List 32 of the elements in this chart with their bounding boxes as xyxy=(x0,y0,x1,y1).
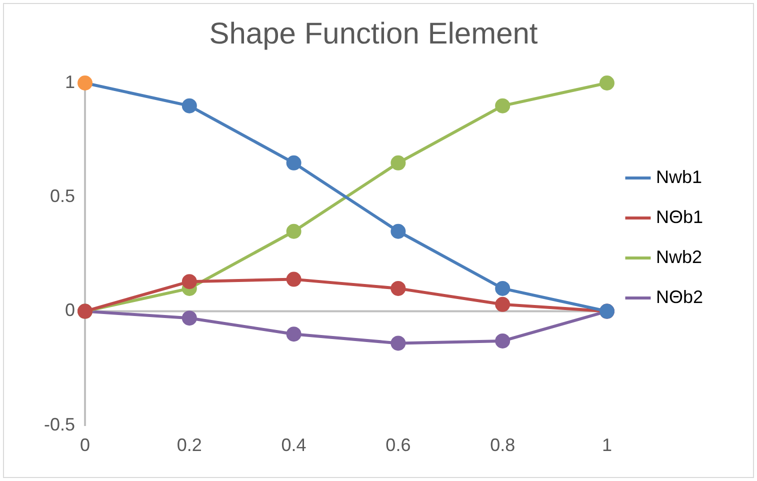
x-tick-label: 0.2 xyxy=(176,435,202,456)
point xyxy=(182,274,197,290)
y-tick-label: 1 xyxy=(65,72,76,92)
y-tick-label: -0.5 xyxy=(44,414,76,434)
point xyxy=(495,333,510,348)
point xyxy=(599,76,614,90)
x-tick-label: 0.6 xyxy=(386,435,411,456)
point xyxy=(182,310,197,326)
y-tick-label: 0.5 xyxy=(50,186,76,206)
legend-label: Nwb2 xyxy=(656,246,702,267)
legend-label: NΘb2 xyxy=(656,286,704,307)
point xyxy=(390,224,406,239)
point xyxy=(390,155,406,170)
point xyxy=(495,296,510,312)
point xyxy=(286,272,302,287)
x-tick-label: 0.4 xyxy=(281,435,306,456)
point xyxy=(495,280,510,296)
point xyxy=(182,98,197,114)
point xyxy=(390,336,406,351)
point xyxy=(286,155,302,170)
y-tick-label: 0 xyxy=(65,300,76,320)
legend-label: NΘb1 xyxy=(656,206,704,227)
x-tick-label: 0.8 xyxy=(490,435,516,456)
point xyxy=(286,224,302,239)
legend-label: Nwb1 xyxy=(656,166,702,187)
point xyxy=(286,326,302,342)
point xyxy=(78,76,93,90)
chart-title: Shape Function Element xyxy=(209,17,538,50)
point xyxy=(390,280,406,296)
x-tick-label: 1 xyxy=(602,435,612,456)
point xyxy=(495,98,510,114)
x-tick-label: 0 xyxy=(80,435,90,456)
